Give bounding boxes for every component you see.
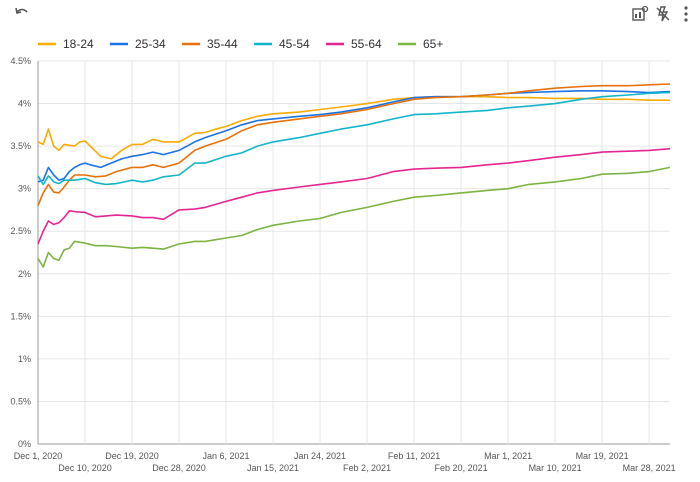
x-axis: Dec 1, 2020 Dec 10, 2020 Dec 19, 2020 Dec 2…: [14, 451, 676, 473]
toolbar: [0, 0, 700, 28]
y-tick-label: 1.5%: [10, 311, 31, 321]
series-line-55-64: [37, 147, 671, 245]
legend-item-55-64[interactable]: 55-64: [326, 37, 382, 51]
y-tick-label: 4%: [18, 99, 31, 109]
legend-item-35-44[interactable]: 35-44: [182, 37, 238, 51]
legend-label: 65+: [423, 37, 443, 51]
legend-item-65-plus[interactable]: 65+: [398, 37, 443, 51]
x-tick-label: Feb 20, 2021: [435, 463, 488, 473]
x-tick-label: Feb 11, 2021: [388, 451, 440, 461]
series-lines: [37, 83, 671, 268]
legend-label: 45-54: [279, 37, 310, 51]
x-tick-label: Dec 10, 2020: [58, 463, 112, 473]
more-vert-icon[interactable]: [676, 4, 696, 24]
legend-label: 18-24: [63, 37, 94, 51]
x-tick-label: Mar 1, 2021: [484, 451, 532, 461]
x-tick-label: Mar 19, 2021: [576, 451, 629, 461]
x-tick-label: Feb 2, 2021: [343, 463, 391, 473]
series-line-25-34: [37, 90, 671, 183]
y-tick-label: 0.5%: [10, 396, 31, 406]
x-tick-label: Jan 24, 2021: [294, 451, 346, 461]
y-tick-label: 3.5%: [10, 141, 31, 151]
legend-item-18-24[interactable]: 18-24: [38, 37, 94, 51]
series-line-35-44: [37, 83, 671, 207]
legend-item-45-54[interactable]: 45-54: [254, 37, 310, 51]
series-line-45-54: [37, 91, 671, 186]
y-tick-label: 2.5%: [10, 226, 31, 236]
series-line-18-24: [37, 95, 670, 160]
x-tick-label: Dec 1, 2020: [14, 451, 63, 461]
y-tick-label: 0%: [18, 439, 31, 449]
legend-label: 55-64: [351, 37, 382, 51]
x-tick-label: Dec 28, 2020: [152, 463, 206, 473]
legend-label: 35-44: [207, 37, 238, 51]
legend: 18-24 25-34 35-44 45-54 55-64 65+: [38, 37, 443, 51]
legend-label: 25-34: [135, 37, 166, 51]
x-tick-label: Dec 19, 2020: [105, 451, 159, 461]
line-chart: 0% 0.5% 1% 1.5% 2% 2.5% 3% 3.5% 4% 4.5% Dec 1, 20…: [10, 37, 676, 473]
y-tick-label: 1%: [18, 354, 31, 364]
x-tick-label: Mar 28, 2021: [623, 463, 676, 473]
y-tick-label: 3%: [18, 184, 31, 194]
chart-explore-icon[interactable]: [630, 4, 650, 24]
legend-item-25-34[interactable]: 25-34: [110, 37, 166, 51]
undo-icon[interactable]: [12, 4, 32, 24]
grid-lines: [37, 60, 670, 445]
y-axis: 0% 0.5% 1% 1.5% 2% 2.5% 3% 3.5% 4% 4.5%: [10, 56, 31, 449]
y-tick-label: 4.5%: [10, 56, 31, 66]
series-line-65-plus: [37, 166, 671, 268]
y-tick-label: 2%: [18, 269, 31, 279]
x-tick-label: Jan 6, 2021: [203, 451, 250, 461]
flash-off-icon[interactable]: [653, 4, 673, 24]
x-tick-label: Mar 10, 2021: [529, 463, 582, 473]
x-tick-label: Jan 15, 2021: [247, 463, 299, 473]
